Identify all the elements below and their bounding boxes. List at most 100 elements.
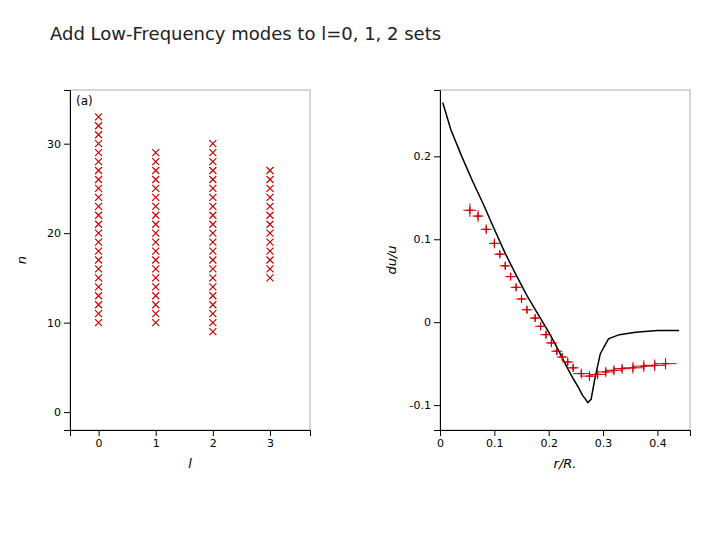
point — [95, 248, 102, 255]
tick: 0 — [54, 406, 70, 419]
point — [95, 158, 102, 165]
tick-mark — [434, 239, 440, 240]
point — [466, 207, 473, 214]
point — [267, 194, 274, 201]
tick-mark — [64, 144, 70, 145]
point — [267, 221, 274, 228]
point — [267, 248, 274, 255]
point — [95, 257, 102, 264]
point — [548, 339, 555, 346]
point — [95, 310, 102, 317]
chart-svg: Add Low-Frequency modes to l=0, 1, 2 set… — [0, 0, 720, 540]
point — [209, 328, 216, 335]
point — [209, 140, 216, 147]
tick: 20 — [47, 227, 70, 240]
point — [267, 167, 274, 174]
point — [267, 257, 274, 264]
tick-label: 0 — [96, 437, 103, 450]
point — [610, 367, 617, 374]
point — [152, 221, 159, 228]
point — [629, 364, 636, 371]
point — [594, 371, 601, 378]
point — [152, 265, 159, 272]
tick: 0 — [96, 430, 103, 450]
title: Add Low-Frequency modes to l=0, 1, 2 set… — [50, 23, 441, 44]
point — [152, 319, 159, 326]
point — [95, 283, 102, 290]
point — [152, 176, 159, 183]
tick-mark — [64, 323, 70, 324]
tick: 1 — [153, 430, 160, 450]
point — [152, 257, 159, 264]
axis-line — [434, 91, 441, 431]
tick: 10 — [47, 317, 70, 330]
point — [95, 140, 102, 147]
tick-label: 30 — [47, 138, 61, 151]
point — [542, 331, 549, 338]
panel: 00.10.20.30.4-0.100.10.2r/R.du/u — [384, 90, 691, 471]
plot-frame — [440, 90, 690, 430]
tick-mark — [603, 430, 604, 436]
x-axis: 00.10.20.30.4 — [437, 430, 691, 450]
y-axis: 0 10 20 30 — [47, 91, 71, 431]
tick-mark — [434, 322, 440, 323]
point — [586, 373, 593, 380]
tick-label: 0.3 — [595, 437, 613, 450]
point — [152, 292, 159, 299]
point — [95, 113, 102, 120]
point — [152, 248, 159, 255]
tick-label: 0.2 — [540, 437, 558, 450]
series — [95, 113, 102, 326]
plot-frame — [70, 90, 310, 430]
tick-label: 1 — [153, 437, 160, 450]
chart-container: Add Low-Frequency modes to l=0, 1, 2 set… — [0, 0, 720, 540]
point — [95, 212, 102, 219]
point — [267, 185, 274, 192]
point — [523, 306, 530, 313]
point — [619, 365, 626, 372]
point — [152, 194, 159, 201]
plot-area — [95, 113, 273, 335]
tick-label: 0 — [54, 406, 61, 419]
point — [209, 221, 216, 228]
point — [95, 203, 102, 210]
point — [209, 212, 216, 219]
tick-mark — [64, 233, 70, 234]
point — [152, 283, 159, 290]
point — [267, 176, 274, 183]
tick-mark — [549, 430, 550, 436]
tick: 2 — [210, 430, 217, 450]
series — [463, 204, 676, 381]
tick-label: -0.1 — [410, 399, 431, 412]
tick: 0.4 — [649, 430, 667, 450]
point — [209, 310, 216, 317]
point — [209, 239, 216, 246]
axis-line — [64, 91, 71, 431]
annotation: (a) — [76, 94, 93, 108]
point — [267, 239, 274, 246]
point — [564, 359, 571, 366]
tick-label: 0.2 — [414, 150, 432, 163]
point — [483, 226, 490, 233]
point — [209, 265, 216, 272]
tick: 0 — [437, 430, 444, 450]
point — [152, 212, 159, 219]
point — [267, 265, 274, 272]
x-axis-title: l — [188, 456, 192, 471]
point — [152, 185, 159, 192]
point — [209, 274, 216, 281]
tick-label: 3 — [267, 437, 274, 450]
y-axis-title: n — [14, 256, 29, 264]
point — [209, 257, 216, 264]
y-axis-title: du/u — [384, 245, 399, 274]
point — [95, 265, 102, 272]
point — [662, 360, 669, 367]
axis-line — [71, 431, 311, 437]
point — [95, 292, 102, 299]
point — [475, 213, 482, 220]
axis-line — [441, 431, 691, 437]
point — [95, 131, 102, 138]
point — [152, 230, 159, 237]
tick-label: 2 — [210, 437, 217, 450]
tick-mark — [156, 430, 157, 436]
